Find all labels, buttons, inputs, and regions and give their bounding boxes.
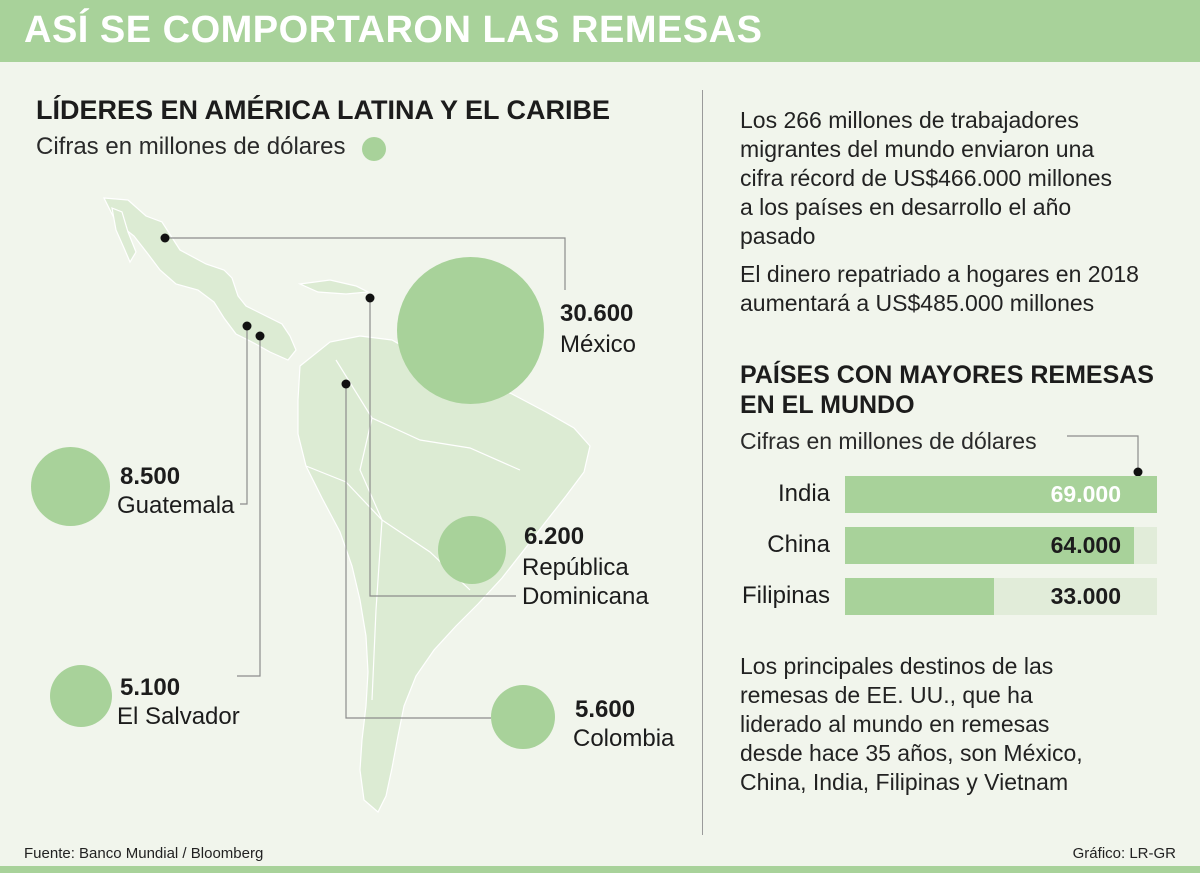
name-label-el-salvador: El Salvador	[117, 703, 240, 730]
legend-dot-icon	[362, 137, 386, 161]
bar-filipinas	[845, 578, 994, 615]
bar-value-india: 69.000	[1050, 481, 1121, 507]
column-divider	[702, 90, 703, 835]
marker-el-salvador	[255, 331, 265, 341]
name-label-mexico: México	[560, 331, 637, 358]
name-label-colombia: Colombia	[573, 725, 675, 752]
bar-track-china: 64.000	[845, 527, 1157, 564]
map-mexico-central-america	[102, 197, 297, 361]
paragraph-repatriated-money: El dinero repatriado a hogares en 2018 a…	[740, 261, 1139, 316]
bar-label-india: India	[777, 480, 830, 507]
bar-track-india: 69.000	[845, 476, 1157, 513]
leader-line-el-salvador	[237, 336, 261, 677]
map-chart-subheading: Cifras en millones de dólares	[36, 133, 346, 160]
bar-value-filipinas: 33.000	[1050, 583, 1121, 609]
name-label-guatemala: Guatemala	[117, 492, 235, 519]
page-title: ASÍ SE COMPORTARON LAS REMESAS	[24, 9, 763, 51]
bar-china	[845, 527, 1134, 564]
bar-label-filipinas: Filipinas	[741, 582, 830, 609]
marker-guatemala	[242, 321, 252, 331]
marker-colombia	[341, 379, 351, 389]
leader-line-rep-dominicana	[369, 298, 516, 597]
bubble-el-salvador	[50, 665, 112, 727]
latin-america-map	[102, 197, 591, 813]
bar-chart-heading: PAÍSES CON MAYORES REMESAS EN EL MUNDO	[740, 361, 1154, 419]
footer-credit: Gráfico: LR-GR	[1072, 845, 1176, 862]
map-chart-heading: LÍDERES EN AMÉRICA LATINA Y EL CARIBE	[36, 95, 611, 125]
map-caribbean-islands	[297, 279, 371, 295]
title-bar: ASÍ SE COMPORTARON LAS REMESAS	[0, 0, 1200, 62]
paragraph-migrant-workers: Los 266 millones de trabajadores migrant…	[740, 107, 1113, 249]
value-label-mexico: 30.600	[560, 300, 634, 327]
bubble-rep-dominicana	[438, 516, 506, 584]
footer-source: Fuente: Banco Mundial / Bloomberg	[24, 845, 264, 862]
name-label-rep-dominicana: República Dominicana	[522, 554, 649, 610]
marker-mexico	[160, 233, 170, 243]
value-label-guatemala: 8.500	[120, 463, 181, 490]
bar-track-filipinas: 33.000	[845, 578, 1157, 615]
value-label-el-salvador: 5.100	[120, 674, 181, 701]
bottom-bar	[0, 866, 1200, 873]
marker-rep-dominicana	[365, 293, 375, 303]
map-baja-california	[111, 207, 137, 264]
bubble-mexico	[397, 257, 544, 404]
bar-india	[845, 476, 1157, 513]
bubble-colombia	[491, 685, 555, 749]
paragraph-us-destinations: Los principales destinos de las remesas …	[740, 653, 1083, 795]
leader-line-colombia	[345, 384, 491, 719]
bar-label-china: China	[767, 531, 830, 558]
leader-line-guatemala	[240, 326, 248, 505]
bubble-guatemala	[31, 447, 110, 526]
bar-chart-subheading: Cifras en millones de dólares	[740, 428, 1037, 454]
bar-value-china: 64.000	[1050, 532, 1121, 558]
value-label-colombia: 5.600	[575, 696, 636, 723]
value-label-rep-dominicana: 6.200	[524, 523, 585, 550]
leader-line-mexico	[165, 237, 566, 290]
